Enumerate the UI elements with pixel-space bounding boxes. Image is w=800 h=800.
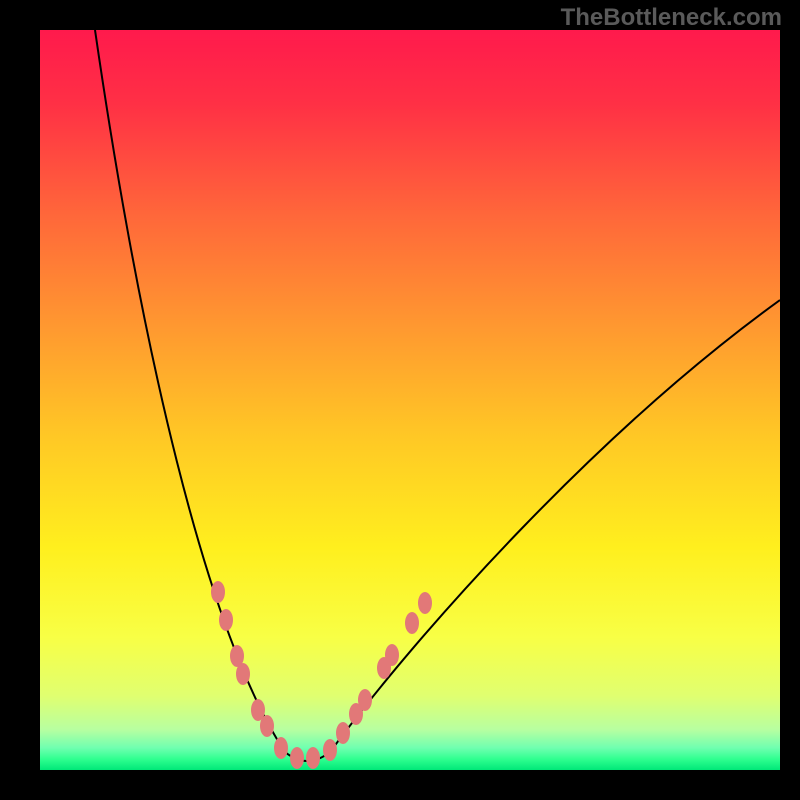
data-marker <box>274 737 288 759</box>
data-marker <box>405 612 419 634</box>
data-marker <box>336 722 350 744</box>
plot-svg <box>40 30 780 770</box>
data-marker <box>211 581 225 603</box>
data-marker <box>323 739 337 761</box>
watermark-text: TheBottleneck.com <box>561 4 782 32</box>
gradient-background <box>40 30 780 770</box>
data-marker <box>236 663 250 685</box>
data-marker <box>418 592 432 614</box>
plot-area <box>40 30 780 770</box>
chart-container: TheBottleneck.com <box>0 0 800 800</box>
data-marker <box>358 689 372 711</box>
data-marker <box>306 747 320 769</box>
data-marker <box>385 644 399 666</box>
data-marker <box>260 715 274 737</box>
data-marker <box>219 609 233 631</box>
data-marker <box>290 747 304 769</box>
